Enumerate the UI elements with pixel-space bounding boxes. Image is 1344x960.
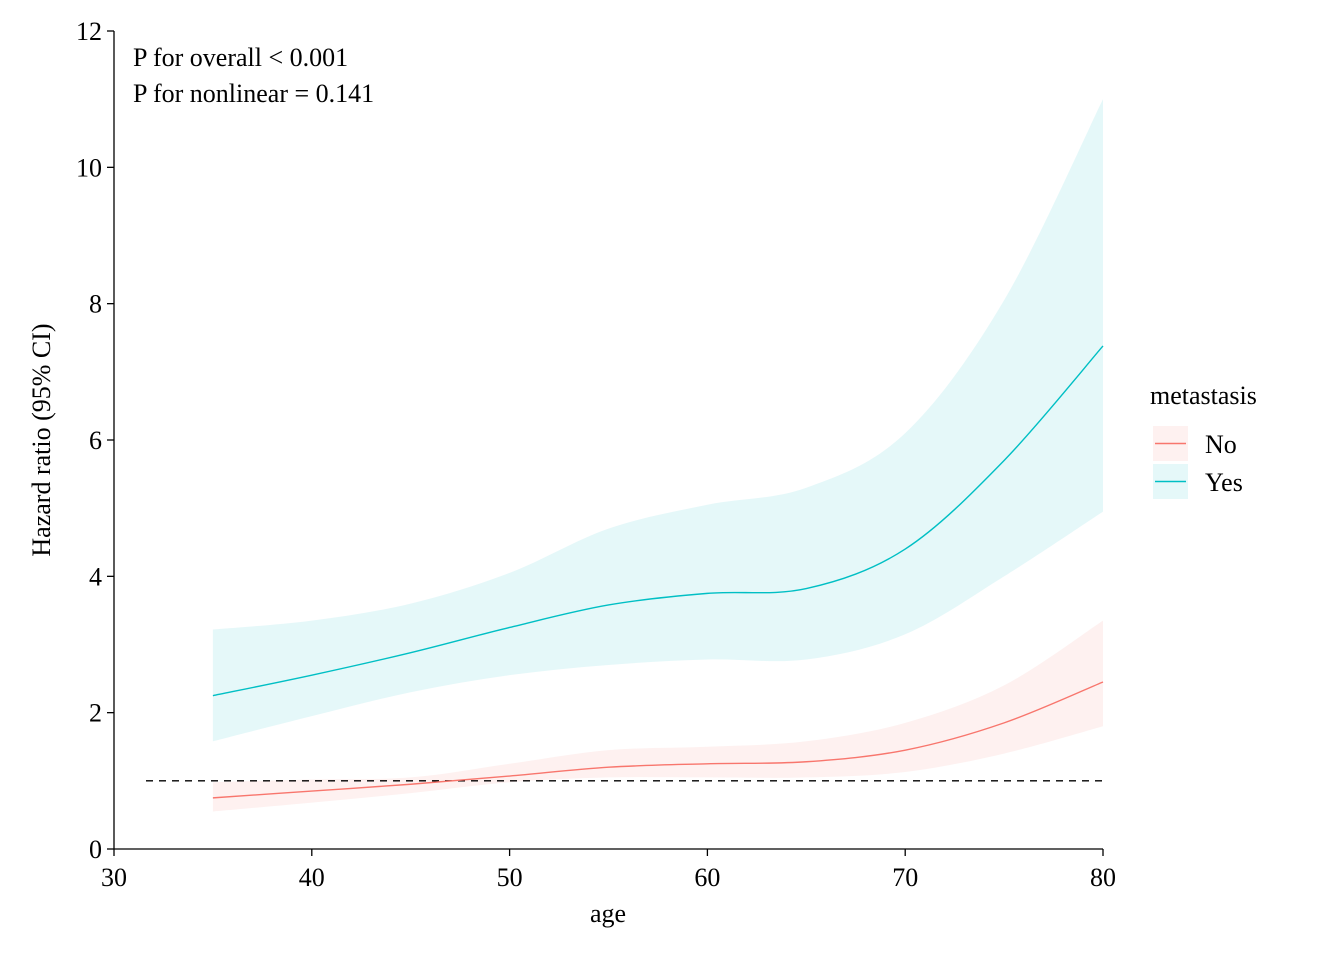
x-tick-label-60: 60: [694, 863, 720, 892]
legend-title: metastasis: [1150, 381, 1257, 410]
x-tick-label-80: 80: [1090, 863, 1116, 892]
legend: metastasis No Yes: [1150, 381, 1257, 499]
confidence-bands: [212, 99, 1103, 812]
series-line-yes: [212, 345, 1104, 697]
x-tick-label-50: 50: [497, 863, 523, 892]
ci-band-no: [212, 620, 1103, 812]
x-axis-title: age: [590, 899, 626, 928]
series-lines: [212, 345, 1104, 799]
y-tick-label-6: 6: [89, 426, 102, 455]
x-tick-label-70: 70: [892, 863, 918, 892]
ci-band-yes: [212, 99, 1103, 742]
legend-label-no: No: [1205, 430, 1237, 459]
annotation-p-nonlinear: P for nonlinear = 0.141: [133, 79, 374, 108]
y-tick-label-8: 8: [89, 290, 102, 319]
x-tick-label-40: 40: [299, 863, 325, 892]
y-tick-label-0: 0: [89, 835, 102, 864]
y-tick-label-2: 2: [89, 699, 102, 728]
y-axis-title: Hazard ratio (95% CI): [27, 323, 56, 556]
axes: 30 40 50 60 70 80 0 2 4 6 8 10 12: [76, 17, 1116, 892]
annotation-p-overall: P for overall < 0.001: [133, 43, 348, 72]
x-tick-label-30: 30: [101, 863, 127, 892]
series-line-no: [212, 681, 1104, 799]
y-tick-label-10: 10: [76, 153, 102, 182]
y-tick-label-4: 4: [89, 562, 102, 591]
y-tick-label-12: 12: [76, 17, 102, 46]
legend-label-yes: Yes: [1205, 468, 1243, 497]
